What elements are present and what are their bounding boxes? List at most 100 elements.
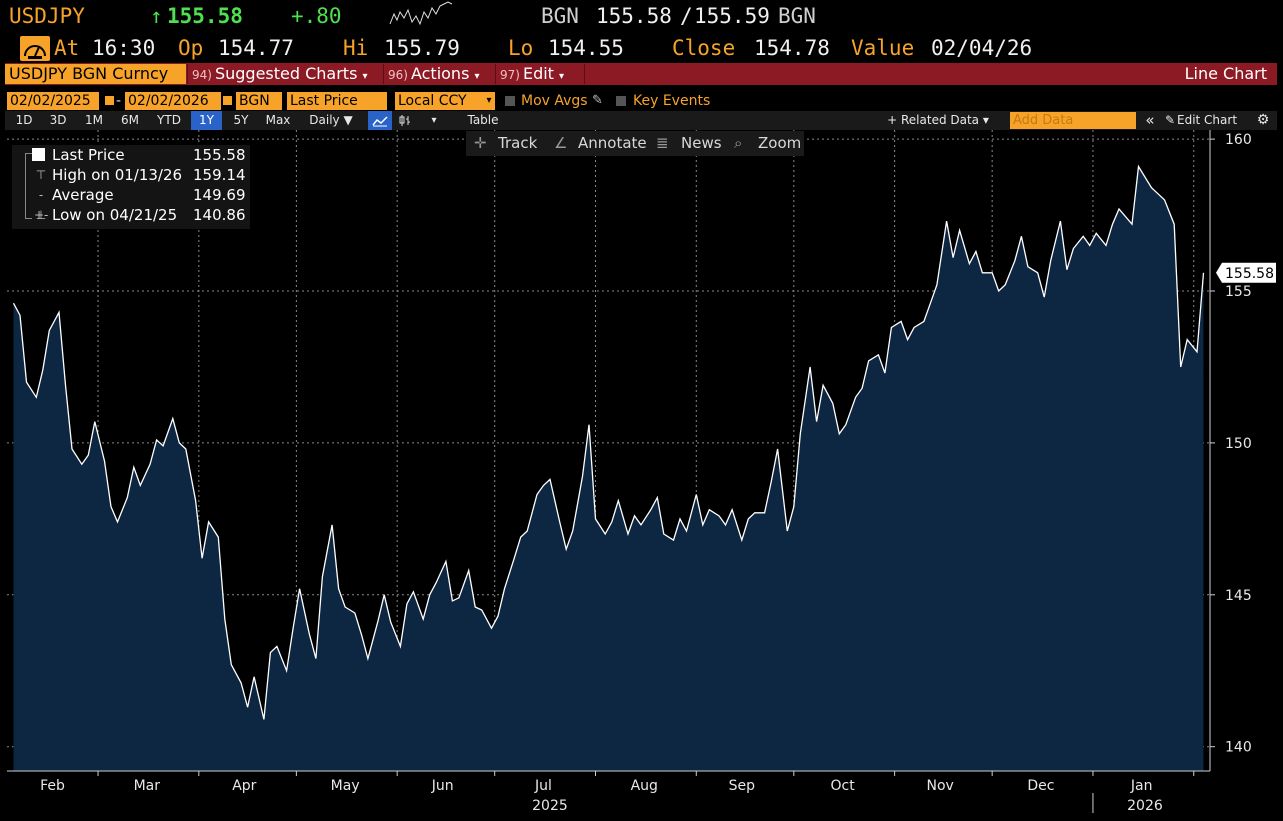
legend-high-value: 159.14 <box>193 166 246 184</box>
actions-label: Actions <box>410 64 470 83</box>
currency-select[interactable]: Local CCY <box>395 92 489 110</box>
sparkline-icon <box>389 1 453 26</box>
candle-chart-icon[interactable] <box>395 111 415 130</box>
x-tick-label: Aug <box>631 778 658 794</box>
x-tick-label: Feb <box>40 778 65 794</box>
calendar-icon[interactable] <box>104 95 115 106</box>
up-arrow-icon: ↑ <box>150 4 163 28</box>
track-button[interactable]: Track <box>498 134 538 152</box>
key-events-checkbox[interactable] <box>616 96 626 106</box>
related-data-menu[interactable]: + Related Data ▾ <box>887 113 989 127</box>
edit-chart-button[interactable]: Edit Chart <box>1177 113 1238 127</box>
low-value: 154.55 <box>548 36 624 60</box>
pencil-icon[interactable]: ✎ <box>1164 113 1176 127</box>
crosshair-icon: ✛ <box>474 134 487 152</box>
news-button[interactable]: News <box>681 134 722 152</box>
chart-tools: ✛ Track ∠ Annotate ≣ News ⌕ Zoom <box>466 131 804 156</box>
function-bar: USDJPY BGN Curncy 94) Suggested Charts ▾ … <box>5 63 1277 85</box>
range-toolbar: 1D 3D 1M 6M YTD 1Y 5Y Max Daily ▼ ▾ Tabl… <box>5 111 1277 130</box>
legend-high: ⊤ High on 01/13/26 159.14 <box>12 165 250 185</box>
gear-icon[interactable]: ⚙ <box>1256 112 1270 128</box>
end-date-value: 02/02/2026 <box>128 93 209 109</box>
suggested-number: 94) <box>192 68 212 82</box>
range-1m[interactable]: 1M <box>85 113 103 127</box>
x-tick-label: Sep <box>729 778 756 794</box>
add-data-input[interactable]: Add Data <box>1010 112 1136 129</box>
last-price-marker: 155.58 <box>1216 262 1276 283</box>
suggested-label: Suggested Charts <box>214 64 358 83</box>
range-5y[interactable]: 5Y <box>233 113 249 127</box>
ticker[interactable]: USDJPY <box>9 4 85 28</box>
key-events-label[interactable]: Key Events <box>633 93 711 109</box>
suggested-charts-menu[interactable]: 94) Suggested Charts ▾ <box>187 64 384 84</box>
ask-price: 155.59 <box>694 4 770 28</box>
quote-details: At 16:30 Op 154.77 Hi 155.79 Lo 154.55 C… <box>0 34 1283 62</box>
at-label: At <box>54 36 80 60</box>
frequency-select[interactable]: Daily ▼ <box>309 113 353 127</box>
range-ytd[interactable]: YTD <box>157 113 181 127</box>
last-price: 155.58 <box>167 4 243 28</box>
legend-low-label: Low on 04/21/25 <box>52 206 178 224</box>
price-area <box>13 166 1204 771</box>
y-axis: 140 145 150 155 160 <box>1209 130 1252 771</box>
end-date-input[interactable]: 02/02/2026 <box>125 92 221 110</box>
range-1y[interactable]: 1Y <box>191 111 222 130</box>
annotate-icon: ∠ <box>554 134 568 152</box>
annotate-button[interactable]: Annotate <box>578 134 647 152</box>
edit-menu[interactable]: 97) Edit ▾ <box>495 64 585 84</box>
range-1d[interactable]: 1D <box>15 113 33 127</box>
x-year-label: 2025 <box>532 798 568 814</box>
ask-source: BGN <box>778 4 816 28</box>
chart-type-label: Line Chart <box>1184 64 1267 83</box>
high-value: 155.79 <box>384 36 460 60</box>
average-marker-icon: -+- <box>34 188 49 222</box>
legend-last-price[interactable]: Last Price 155.58 <box>12 145 250 165</box>
speedometer-icon[interactable] <box>20 36 50 61</box>
dropdown-arrow-icon: ▾ <box>474 71 480 82</box>
open-value: 154.77 <box>218 36 294 60</box>
actions-menu[interactable]: 96) Actions ▾ <box>383 64 498 84</box>
legend-low: ⊥ Low on 04/21/25 140.86 <box>12 205 250 225</box>
mov-avgs-label[interactable]: Mov Avgs <box>521 93 588 109</box>
start-date-input[interactable]: 02/02/2025 <box>7 92 99 110</box>
price-chart[interactable]: 140 145 150 155 160 Feb Mar Apr May Jun Jul Aug Sep… <box>0 130 1283 821</box>
security-field[interactable]: USDJPY BGN Curncy <box>5 64 186 84</box>
x-tick-label: Jul <box>534 778 552 794</box>
news-icon: ≣ <box>656 134 669 152</box>
range-max[interactable]: Max <box>265 113 291 127</box>
calendar-icon[interactable] <box>222 95 233 106</box>
x-tick-label: Oct <box>830 778 855 794</box>
legend-avg-value: 149.69 <box>193 186 246 204</box>
field-select[interactable]: Last Price <box>287 92 387 110</box>
source-value: BGN <box>239 93 270 109</box>
high-label: Hi <box>343 36 369 60</box>
line-chart-icon[interactable] <box>368 111 392 130</box>
low-label: Lo <box>508 36 534 60</box>
legend-swatch <box>32 148 45 161</box>
range-3d[interactable]: 3D <box>49 113 67 127</box>
zoom-button[interactable]: Zoom <box>758 134 802 152</box>
currency-value: Local CCY <box>398 93 467 109</box>
last-price-flag-label: 155.58 <box>1225 266 1274 282</box>
close-value: 154.78 <box>754 36 830 60</box>
table-button[interactable]: Table <box>467 113 499 127</box>
mov-avgs-checkbox[interactable] <box>505 96 515 106</box>
currency-dropdown-icon[interactable]: ▾ <box>483 92 495 110</box>
x-tick-label: Apr <box>232 778 256 794</box>
legend-last-value: 155.58 <box>193 146 246 164</box>
y-tick-label: 155 <box>1225 284 1252 300</box>
y-tick-label: 160 <box>1225 132 1252 148</box>
pencil-icon[interactable]: ✎ <box>592 93 603 108</box>
source-input[interactable]: BGN <box>236 92 282 110</box>
x-year-label: 2026 <box>1127 798 1163 814</box>
range-6m[interactable]: 6M <box>121 113 139 127</box>
low-marker-icon: ⊥ <box>35 208 47 222</box>
bid-ask-separator: / <box>680 4 693 28</box>
x-tick-label: Mar <box>134 778 161 794</box>
chart-style-dropdown-icon[interactable]: ▾ <box>431 115 437 126</box>
y-tick-label: 140 <box>1225 740 1252 756</box>
collapse-icon[interactable]: « <box>1145 111 1155 129</box>
chart-controls: 02/02/2025 - 02/02/2026 BGN Last Price L… <box>5 91 1277 111</box>
actions-number: 96) <box>388 68 408 82</box>
dropdown-arrow-icon: ▾ <box>559 71 565 82</box>
